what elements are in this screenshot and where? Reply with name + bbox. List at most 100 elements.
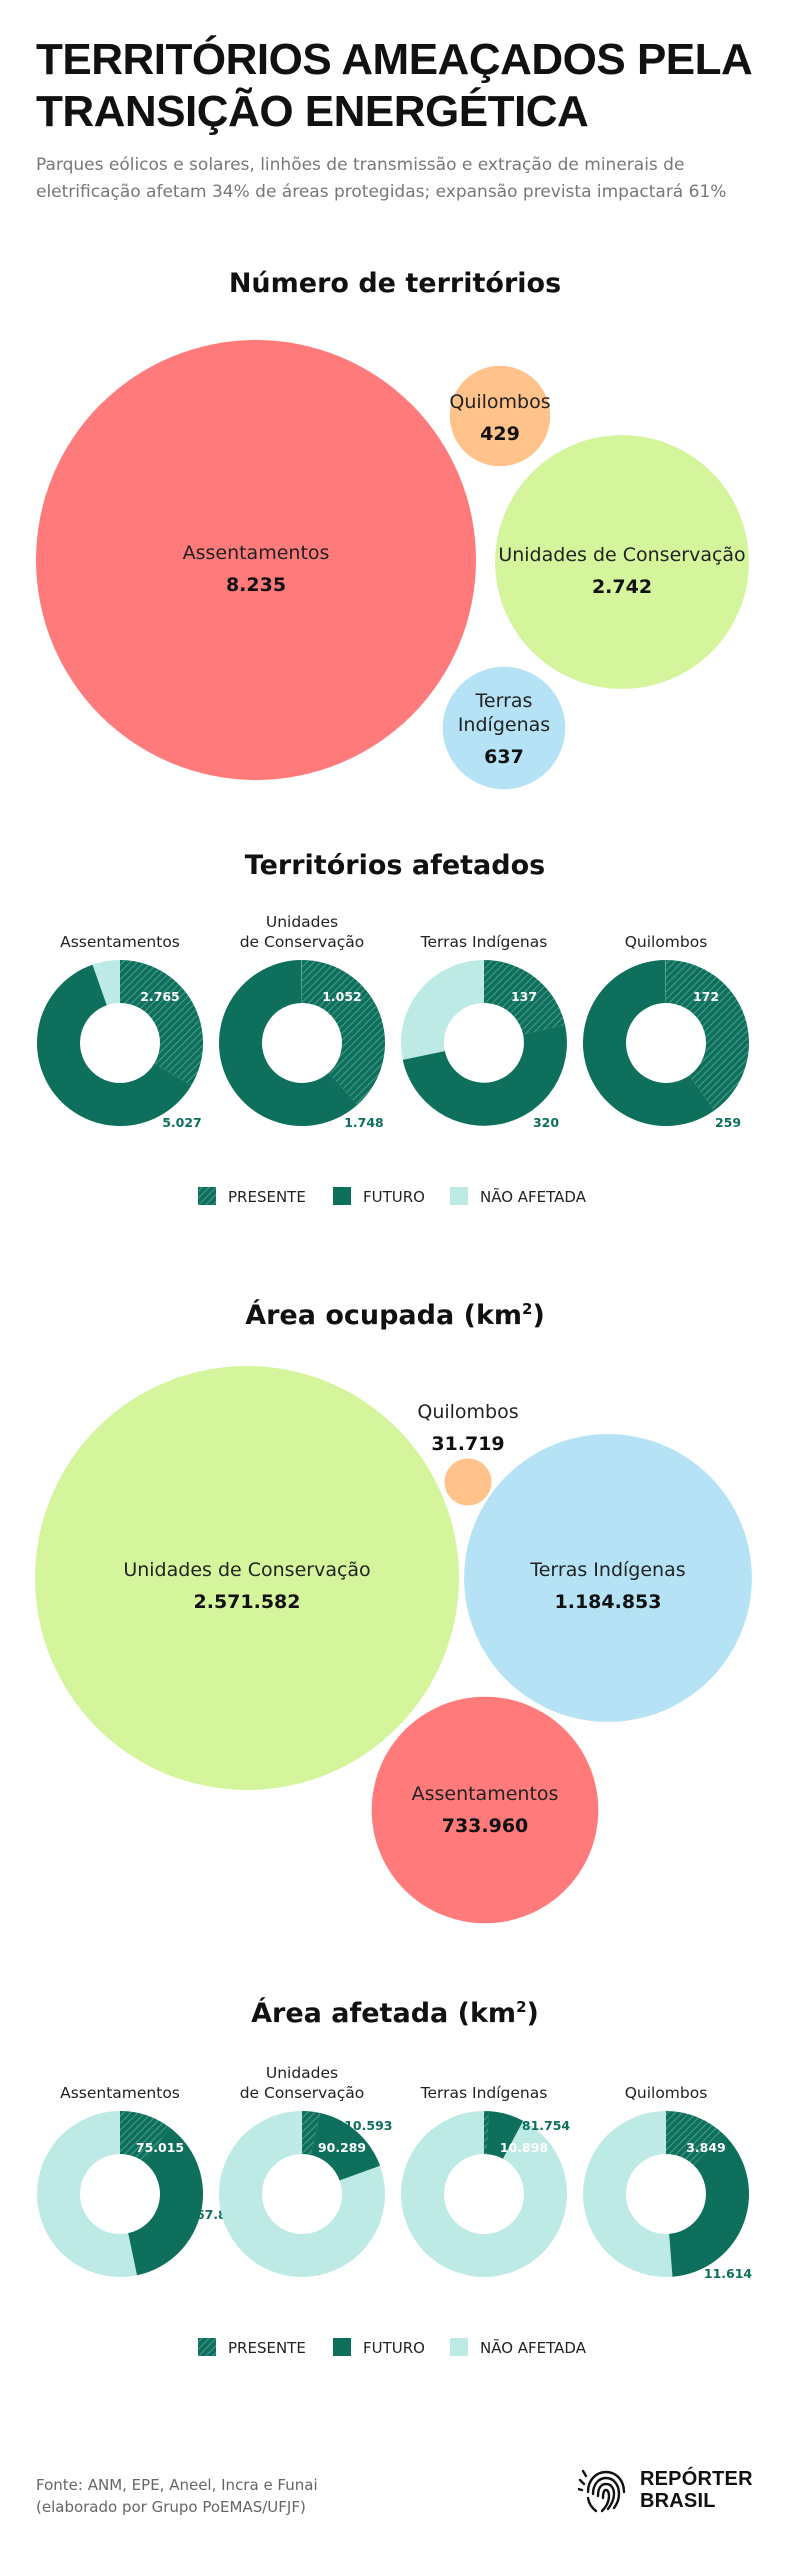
section-title-afetados: Territórios afetados [244, 850, 546, 881]
donut-chart-afetados: Assentamentos 2.765 5.027 Unidades de Conser… [36, 913, 749, 1206]
donut-slice-presente [484, 2111, 489, 2155]
donut-category-label: Unidades [266, 913, 338, 931]
bubble-circle-assentamentos [371, 1696, 599, 1924]
page-title: TERRITÓRIOS AMEAÇADOS PELA TRANSIÇÃO ENE… [36, 35, 751, 136]
legend-nao-afetada: NÃO AFETADA [450, 2338, 587, 2357]
legend-nao-afetada-swatch [450, 1187, 468, 1205]
donut-category-label: de Conservação [240, 2084, 365, 2102]
legend-presente-label: PRESENTE [228, 1188, 306, 1206]
donut-slice-futuro [669, 2133, 749, 2277]
donut-value-presente: 75.015 [136, 2140, 184, 2155]
donut-slice-futuro [128, 2127, 204, 2276]
bubble-chart-area-ocupada: Quilombos 31.719 Unidades de Conservação 2.… [35, 1366, 752, 1924]
donut-slice-futuro [486, 2111, 524, 2159]
donut-2: Terras Indígenas 10.898 81.754 [401, 2084, 571, 2277]
bubble-unidades: Unidades de Conservação 2.742 [495, 435, 749, 689]
reporter-brasil-logo: REPÓRTER BRASIL [576, 2462, 758, 2518]
donut-category-label: Quilombos [625, 2084, 708, 2102]
bubble-circle-terras [464, 1434, 752, 1722]
donut-value-presente: 2.765 [140, 989, 180, 1004]
bubble-value-terras: 1.184.853 [555, 1591, 662, 1613]
page-subtitle: Parques eólicos e solares, linhões de tr… [36, 155, 727, 202]
legend-presente-swatch [198, 1187, 216, 1205]
donut-value-presente: 1.052 [322, 989, 362, 1004]
legend: PRESENTE FUTURO NÃO AFETADA [198, 1187, 587, 1206]
bubble-circle-unidades [495, 435, 749, 689]
bubble-circle-terras [442, 666, 566, 790]
legend-futuro: FUTURO [333, 2338, 425, 2357]
bubble-label-unidades: Unidades de Conservação [498, 544, 745, 566]
bubble-value-unidades: 2.571.582 [194, 1591, 301, 1613]
source-note: Fonte: ANM, EPE, Aneel, Incra e Funai (el… [36, 2476, 318, 2516]
donut-slice-presente [484, 960, 566, 1035]
bubble-quilombos: Quilombos 429 [449, 365, 551, 467]
legend-nao-afetada-swatch [450, 2338, 468, 2356]
donut-category-label: Assentamentos [60, 933, 180, 951]
bubble-assentamentos: Assentamentos 733.960 [371, 1696, 599, 1924]
legend-nao-afetada-label: NÃO AFETADA [480, 1187, 587, 1206]
section-title-area-ocupada: Área ocupada (km2) [245, 1300, 545, 1331]
donut-slice-presente [302, 2111, 321, 2155]
legend-futuro: FUTURO [333, 1187, 425, 1206]
bubble-label-terras: Terras [475, 690, 533, 712]
donut-category-label: Assentamentos [60, 2084, 180, 2102]
bubble-circle-unidades [35, 1366, 459, 1790]
bubble-label-assentamentos: Assentamentos [183, 542, 330, 564]
bubble-circle-quilombos [449, 365, 551, 467]
legend: PRESENTE FUTURO NÃO AFETADA [198, 2338, 587, 2357]
bubble-value-terras: 637 [484, 746, 524, 768]
legend-presente-label: PRESENTE [228, 2339, 306, 2357]
donut-slice-presente [120, 2111, 170, 2162]
donut-slice-futuro [402, 1024, 567, 1126]
legend-nao-afetada-label: NÃO AFETADA [480, 2338, 587, 2357]
legend-futuro-swatch [333, 1187, 351, 1205]
donut-value-presente: 10.898 [500, 2140, 548, 2155]
bubble-value-assentamentos: 8.235 [226, 574, 286, 596]
donut-value-futuro: 1.748 [344, 1115, 384, 1130]
legend-futuro-swatch [333, 2338, 351, 2356]
bubble-label-unidades: Unidades de Conservação [123, 1559, 370, 1581]
donut-slice-futuro [582, 960, 715, 1126]
donut-value-futuro: 320 [533, 1115, 559, 1130]
bubble-label-quilombos: Quilombos [449, 391, 550, 413]
donut-value-presente: 3.849 [686, 2140, 726, 2155]
donut-slice-futuro [310, 2113, 381, 2181]
legend-presente: PRESENTE [198, 1187, 306, 1206]
donut-slice-futuro [36, 964, 192, 1127]
bubble-unidades: Unidades de Conservação 2.571.582 [35, 1366, 459, 1790]
legend-presente: PRESENTE [198, 2338, 306, 2357]
legend-futuro-label: FUTURO [363, 2339, 425, 2357]
bubble-label-terras: Indígenas [458, 714, 550, 736]
bubble-label-quilombos: Quilombos [417, 1401, 518, 1423]
bubble-circle-quilombos [444, 1458, 492, 1506]
donut-category-label: Unidades [266, 2064, 338, 2082]
donut-value-presente: 172 [693, 989, 719, 1004]
bubble-circle-assentamentos [36, 340, 476, 780]
donut-value-futuro: 81.754 [522, 2118, 571, 2133]
section-title-area-afetada: Área afetada (km2) [251, 1998, 539, 2029]
bubble-label-terras: Terras Indígenas [529, 1559, 685, 1581]
donut-value-futuro: 11.614 [704, 2266, 753, 2281]
donut-slice-presente [666, 960, 749, 1111]
donut-value-futuro: 5.027 [162, 1115, 202, 1130]
donut-slice-presente [666, 2111, 724, 2166]
bubble-assentamentos: Assentamentos 8.235 [36, 340, 476, 780]
bubble-label-assentamentos: Assentamentos [412, 1783, 559, 1805]
donut-category-label: Terras Indígenas [420, 933, 548, 951]
donut-2: Terras Indígenas 137 320 [401, 933, 567, 1130]
bubble-terras: Terras Indígenas 1.184.853 [464, 1434, 752, 1722]
donut-value-presente: 90.289 [318, 2140, 366, 2155]
donut-value-futuro: 410.593 [336, 2118, 393, 2133]
bubble-value-assentamentos: 733.960 [442, 1815, 529, 1837]
bubble-value-unidades: 2.742 [592, 576, 652, 598]
donut-1: Unidades de Conservação 1.052 1.748 [219, 913, 386, 1130]
legend-presente-swatch [198, 2338, 216, 2356]
donut-category-label: Terras Indígenas [420, 2084, 548, 2102]
donut-3: Quilombos 172 259 [582, 933, 749, 1130]
bubble-value-quilombos: 31.719 [431, 1433, 504, 1455]
donut-0: Assentamentos 2.765 5.027 [36, 933, 204, 1130]
donut-value-presente: 137 [511, 989, 537, 1004]
donut-category-label: de Conservação [240, 933, 365, 951]
